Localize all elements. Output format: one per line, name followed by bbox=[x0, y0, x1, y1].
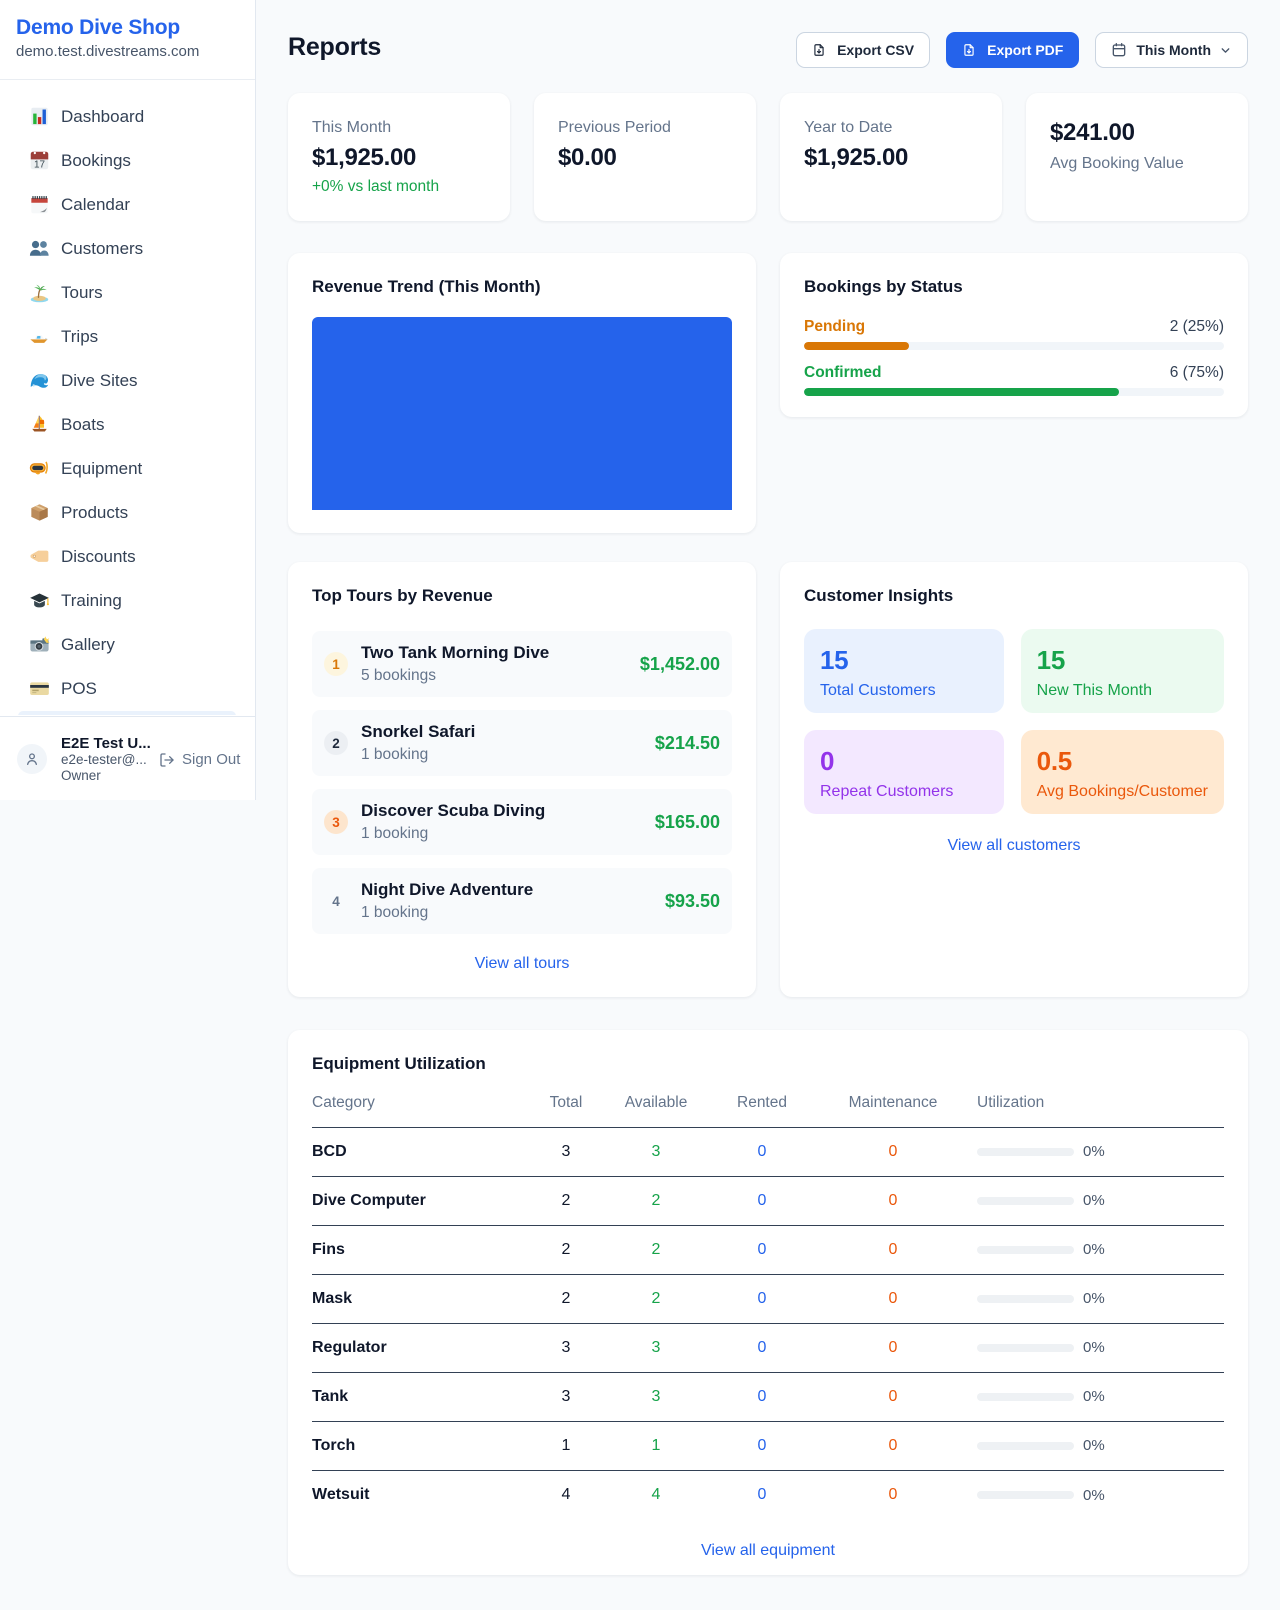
svg-text:17: 17 bbox=[33, 159, 45, 170]
